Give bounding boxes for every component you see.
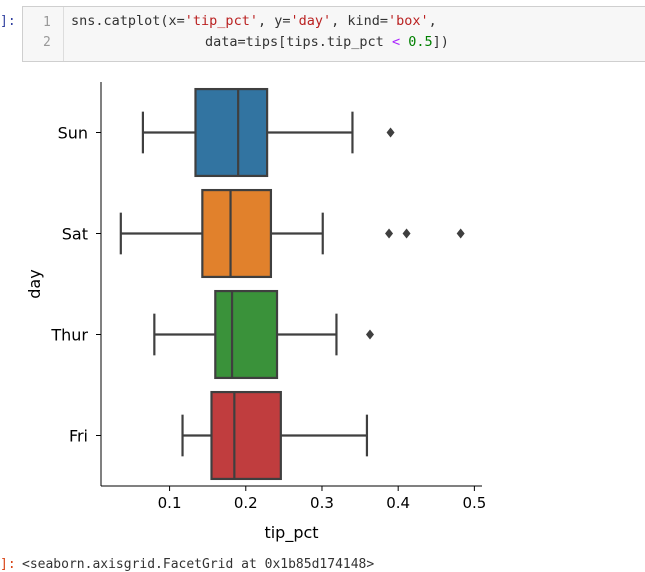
code-line-2[interactable]: data=tips[tips.tip_pct < 0.5])	[205, 34, 449, 50]
line-number-gutter: 1 2	[23, 7, 64, 61]
output-prompt: ]:	[0, 557, 16, 572]
outlier-marker	[385, 228, 394, 239]
box-sat	[201, 188, 273, 279]
code-line-1[interactable]: sns.catplot(x='tip_pct', y='day', kind='…	[71, 13, 437, 29]
box-thur	[214, 289, 279, 380]
x-tick-label: 0.3	[310, 494, 334, 512]
output-text: <seaborn.axisgrid.FacetGrid at 0x1b85d17…	[22, 557, 375, 572]
code-string: 'box'	[388, 13, 429, 29]
code-token	[400, 34, 408, 50]
code-number: 0.5	[408, 34, 433, 50]
code-string: 'day'	[290, 13, 332, 29]
outlier-marker	[386, 127, 395, 138]
code-token: ])	[432, 34, 449, 50]
code-cell-editor[interactable]: 1 2 sns.catplot(x='tip_pct', y='day', ki…	[22, 6, 645, 62]
code-token: sns.catplot(x=	[71, 13, 185, 29]
code-string: 'tip_pct'	[184, 13, 258, 29]
boxplot-chart: 0.1 0.2 0.3 0.4 0.5 tip_pct day Sun Sat Thur Fri	[25, 82, 486, 543]
outlier-marker	[402, 228, 411, 239]
input-prompt: ]:	[0, 14, 16, 29]
code-token: ,	[428, 13, 437, 29]
code-operator: <	[391, 34, 401, 50]
y-axis-label: day	[25, 269, 44, 298]
code-token: data=tips[tips.tip_pct	[205, 34, 392, 50]
x-tick-label: 0.4	[386, 494, 410, 512]
code-token: , y=	[257, 13, 291, 29]
box-sun	[194, 87, 269, 178]
x-tick-label: 0.1	[158, 494, 182, 512]
y-tick-label: Sat	[62, 225, 88, 244]
box-fri	[210, 390, 282, 481]
line-number: 2	[43, 35, 51, 50]
y-tick-label: Thur	[50, 326, 88, 345]
y-tick-label: Sun	[58, 124, 88, 143]
line-number: 1	[43, 15, 51, 30]
outlier-marker	[365, 329, 374, 340]
code-token: , kind=	[331, 13, 389, 29]
x-tick-label: 0.2	[234, 494, 258, 512]
x-axis-label: tip_pct	[264, 523, 318, 543]
y-tick-label: Fri	[69, 427, 88, 446]
x-tick-label: 0.5	[462, 494, 486, 512]
outlier-marker	[456, 228, 465, 239]
